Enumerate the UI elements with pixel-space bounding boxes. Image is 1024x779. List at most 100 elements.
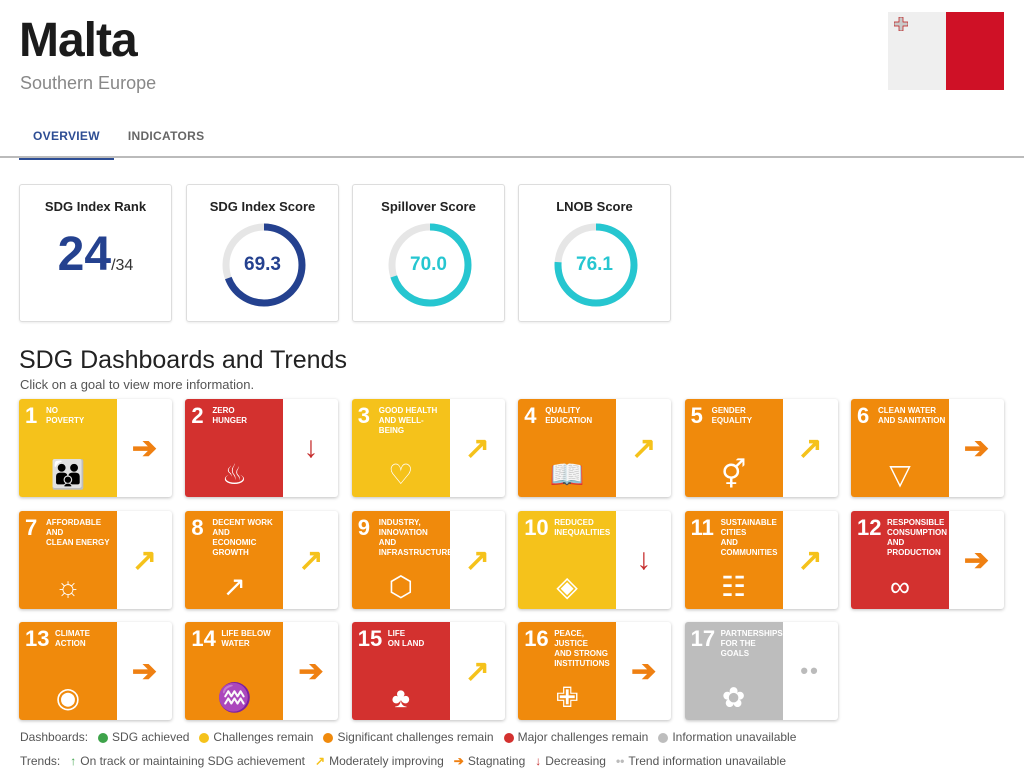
trend-improving-icon: ↗	[464, 431, 490, 465]
rank-number: 24	[57, 228, 112, 281]
trend-ontrack-icon: ↑	[70, 754, 77, 768]
goal-tile-5[interactable]: 5 Gender Equality ⚥ ↗	[684, 399, 838, 497]
goal-number: 3	[357, 403, 371, 428]
trend-improving-icon: ↗	[464, 654, 490, 688]
goal-tile-4[interactable]: 4 Quality Education 📖 ↗	[518, 399, 672, 497]
goal-name: Gender Equality	[711, 406, 753, 425]
city-icon: ☷	[721, 571, 747, 602]
trend-stagnating-icon: ➔	[963, 543, 990, 577]
goal-tile-15[interactable]: 15 Life on Land ♣ ↗	[351, 622, 505, 720]
goal-status-square: 14 Life Below Water ♒	[185, 622, 284, 720]
goal-name: Affordable and Clean Energy	[46, 518, 110, 547]
region-subtitle: Southern Europe	[20, 73, 157, 93]
goal-tile-7[interactable]: 7 Affordable and Clean Energy ☼ ↗	[19, 511, 172, 609]
goal-name: Climate Action	[55, 629, 90, 648]
goal-tile-13[interactable]: 13 Climate Action ◉ ➔	[19, 622, 172, 720]
tab-divider	[0, 156, 1024, 158]
book-icon: 📖	[549, 459, 585, 490]
goal-number: 10	[524, 515, 549, 540]
trend-legend: Trends: ↑ On track or maintaining SDG achi…	[20, 754, 786, 769]
goal-tile-2[interactable]: 2 Zero Hunger ♨ ↓	[185, 399, 339, 497]
goal-number: 8	[191, 515, 204, 540]
gender-icon: ⚥	[720, 459, 747, 490]
goal-number: 13	[25, 626, 50, 651]
trend-improving-icon: ↗	[315, 754, 326, 768]
legend-item: Decreasing	[545, 754, 606, 768]
goal-tile-11[interactable]: 11 Sustainable Cities and Communities ☷ …	[684, 511, 838, 609]
goal-number: 14	[191, 626, 216, 651]
card-label: SDG Index Score	[209, 199, 316, 214]
goal-status-square: 16 Peace, Justice and Strong Institution…	[518, 622, 617, 720]
goal-number: 2	[191, 403, 204, 428]
goal-name: Quality Education	[545, 406, 593, 425]
goal-number: 15	[357, 626, 383, 651]
goal-number: 7	[25, 515, 38, 540]
card-label: SDG Index Rank	[44, 199, 147, 214]
equality-icon: ◈	[556, 571, 578, 602]
goal-status-square: 17 Partnerships for the Goals ✿	[684, 622, 783, 720]
trend-improving-icon: ↗	[631, 431, 657, 465]
trend-improving-icon: ↗	[464, 543, 490, 577]
family-icon: 👪	[50, 459, 86, 490]
score-donut	[388, 223, 472, 307]
goal-name: Life Below Water	[221, 629, 271, 648]
goal-tile-12[interactable]: 12 Responsible Consumption and Productio…	[851, 511, 1004, 609]
trend-stagnating-icon: ➔	[453, 754, 464, 768]
goal-tile-3[interactable]: 3 Good Health and Well-Being ♡ ↗	[351, 399, 505, 497]
goal-name: Life on Land	[387, 629, 425, 648]
tab-bar: OVERVIEW INDICATORS	[19, 118, 218, 160]
score-value: 69.3	[244, 254, 281, 275]
eye-globe-icon: ◉	[55, 682, 81, 713]
trend-unavailable-icon: ••	[615, 754, 625, 768]
trend-stagnating-icon: ➔	[131, 431, 158, 465]
trend-improving-icon: ↗	[131, 543, 158, 577]
goal-name: Clean Water and Sanitation	[878, 406, 946, 425]
goal-name: No Poverty	[46, 406, 85, 425]
tab-indicators[interactable]: INDICATORS	[127, 129, 205, 143]
trend-improving-icon: ↗	[298, 543, 324, 577]
goal-tile-14[interactable]: 14 Life Below Water ♒ ➔	[185, 622, 339, 720]
trend-decreasing-icon: ↓	[535, 754, 542, 768]
goal-status-square: 5 Gender Equality ⚥	[684, 399, 783, 497]
tab-overview[interactable]: OVERVIEW	[19, 118, 114, 160]
legend-item: Information unavailable	[672, 730, 797, 744]
goal-tile-17[interactable]: 17 Partnerships for the Goals ✿ ••	[684, 622, 838, 720]
goal-status-square: 1 No Poverty 👪	[19, 399, 117, 497]
goal-number: 6	[857, 403, 870, 428]
trend-stagnating-icon: ➔	[631, 654, 657, 688]
goal-name: Peace, Justice and Strong Institutions	[554, 629, 610, 668]
legend-dot-major	[503, 732, 514, 743]
goal-number: 11	[690, 515, 714, 540]
score-card: SDG Index Score 69.3	[186, 184, 339, 322]
george-cross-icon	[894, 17, 908, 31]
goal-tile-1[interactable]: 1 No Poverty 👪 ➔	[19, 399, 172, 497]
score-value: 70.0	[410, 254, 447, 275]
goal-tile-16[interactable]: 16 Peace, Justice and Strong Institution…	[518, 622, 672, 720]
growth-chart-icon: ↗	[222, 571, 247, 602]
goal-status-square: 6 Clean Water and Sanitation ▽	[851, 399, 949, 497]
goal-tile-9[interactable]: 9 Industry, Innovation and Infrastructur…	[351, 511, 505, 609]
sdg-rank-card: SDG Index Rank 24/34	[19, 184, 172, 322]
score-card: Spillover Score 70.0	[352, 184, 505, 322]
malta-flag	[888, 12, 1004, 90]
trend-stagnating-icon: ➔	[963, 431, 990, 465]
legend-item: On track or maintaining SDG achievement	[80, 754, 306, 768]
goal-name: Zero Hunger	[212, 406, 248, 425]
legend-dot-significant	[323, 732, 334, 743]
legend-item: Moderately improving	[329, 754, 444, 768]
legend-item: Trend information unavailable	[628, 754, 787, 768]
goal-number: 5	[690, 403, 703, 428]
goal-tile-6[interactable]: 6 Clean Water and Sanitation ▽ ➔	[851, 399, 1004, 497]
legend-item: SDG achieved	[112, 730, 190, 744]
goal-status-square: 4 Quality Education 📖	[518, 399, 617, 497]
legend-dot-achieved	[98, 732, 109, 743]
trend-improving-icon: ↗	[797, 431, 823, 465]
goal-status-square: 8 Decent Work and Economic Growth ↗	[185, 511, 284, 609]
goal-status-square: 12 Responsible Consumption and Productio…	[851, 511, 949, 609]
goal-tile-10[interactable]: 10 Reduced Inequalities ◈ ↓	[518, 511, 672, 609]
goal-name: Good Health and Well-Being	[378, 406, 438, 435]
legend-label: Dashboards:	[20, 730, 89, 744]
trend-decreasing-icon: ↓	[636, 543, 652, 576]
heartbeat-icon: ♡	[388, 459, 414, 490]
goal-tile-8[interactable]: 8 Decent Work and Economic Growth ↗ ↗	[185, 511, 339, 609]
